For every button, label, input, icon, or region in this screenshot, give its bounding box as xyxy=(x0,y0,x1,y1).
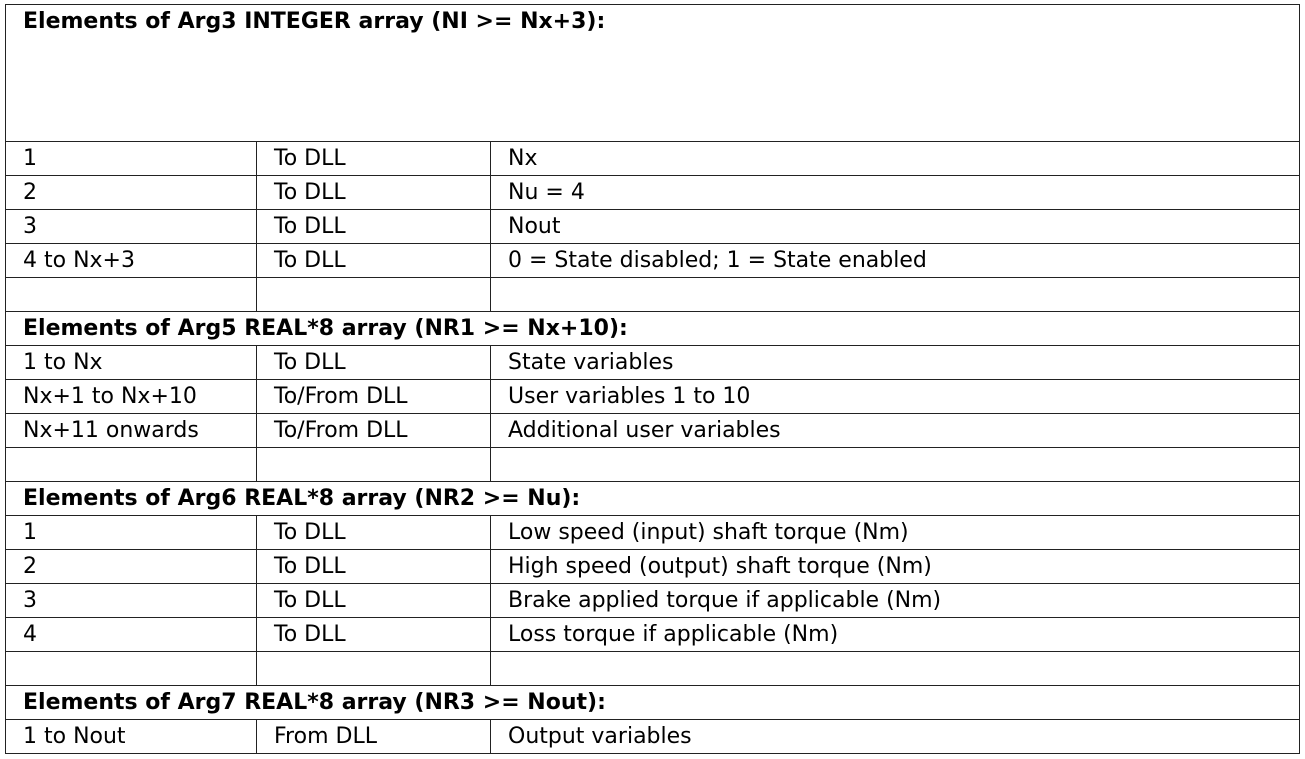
element-index-cell xyxy=(5,447,257,482)
description-cell xyxy=(490,277,1300,312)
description-cell: Brake applied torque if applicable (Nm) xyxy=(490,583,1300,618)
direction-cell: To DLL xyxy=(256,243,491,278)
direction-cell xyxy=(256,277,491,312)
description-cell: 0 = State disabled; 1 = State enabled xyxy=(490,243,1300,278)
element-index-cell: 1 to Nout xyxy=(5,719,257,754)
table-row: Nx+11 onwards To/From DLL Additional user … xyxy=(5,413,1300,448)
section-title: Elements of Arg5 REAL*8 array (NR1 >= Nx… xyxy=(5,311,1300,346)
section-header-row: Elements of Arg7 REAL*8 array (NR3 >= No… xyxy=(5,685,1300,720)
direction-cell: To/From DLL xyxy=(256,413,491,448)
table-row xyxy=(5,651,1300,686)
table-row: 4 to Nx+3 To DLL 0 = State disabled; 1 = S… xyxy=(5,243,1300,278)
description-cell: Nx xyxy=(490,141,1300,176)
direction-cell xyxy=(256,651,491,686)
element-index-cell: 4 to Nx+3 xyxy=(5,243,257,278)
element-index-cell: 2 xyxy=(5,175,257,210)
direction-cell: To DLL xyxy=(256,617,491,652)
direction-cell: To/From DLL xyxy=(256,379,491,414)
table-row: 1 To DLL Low speed (input) shaft torque (N… xyxy=(5,515,1300,550)
table-row xyxy=(5,277,1300,312)
description-cell: State variables xyxy=(490,345,1300,380)
table-row: 1 To DLL Nx xyxy=(5,141,1300,176)
element-index-cell: 1 xyxy=(5,515,257,550)
section-header-row: Elements of Arg5 REAL*8 array (NR1 >= Nx… xyxy=(5,311,1300,346)
table-row xyxy=(5,447,1300,482)
section-title: Elements of Arg6 REAL*8 array (NR2 >= Nu… xyxy=(5,481,1300,516)
direction-cell: To DLL xyxy=(256,209,491,244)
description-cell: Additional user variables xyxy=(490,413,1300,448)
table-row: 1 to Nx To DLL State variables xyxy=(5,345,1300,380)
description-cell xyxy=(490,447,1300,482)
direction-cell xyxy=(256,447,491,482)
description-cell: Nout xyxy=(490,209,1300,244)
section-title: Elements of Arg7 REAL*8 array (NR3 >= No… xyxy=(5,685,1300,720)
element-index-cell: 4 xyxy=(5,617,257,652)
direction-cell: To DLL xyxy=(256,583,491,618)
description-cell xyxy=(490,651,1300,686)
element-index-cell xyxy=(5,651,257,686)
direction-cell: To DLL xyxy=(256,175,491,210)
section-header-row: Elements of Arg3 INTEGER array (NI >= Nx… xyxy=(5,4,1300,142)
element-index-cell: 3 xyxy=(5,209,257,244)
description-cell: User variables 1 to 10 xyxy=(490,379,1300,414)
description-cell: Loss torque if applicable (Nm) xyxy=(490,617,1300,652)
direction-cell: From DLL xyxy=(256,719,491,754)
element-index-cell: Nx+1 to Nx+10 xyxy=(5,379,257,414)
element-index-cell xyxy=(5,277,257,312)
section-header-row: Elements of Arg6 REAL*8 array (NR2 >= Nu… xyxy=(5,481,1300,516)
description-cell: Low speed (input) shaft torque (Nm) xyxy=(490,515,1300,550)
description-cell: Output variables xyxy=(490,719,1300,754)
element-index-cell: Nx+11 onwards xyxy=(5,413,257,448)
table-row: 4 To DLL Loss torque if applicable (Nm) xyxy=(5,617,1300,652)
table-row: 2 To DLL Nu = 4 xyxy=(5,175,1300,210)
direction-cell: To DLL xyxy=(256,549,491,584)
element-index-cell: 3 xyxy=(5,583,257,618)
direction-cell: To DLL xyxy=(256,141,491,176)
table-row: Nx+1 to Nx+10 To/From DLL User variables 1… xyxy=(5,379,1300,414)
direction-cell: To DLL xyxy=(256,515,491,550)
table-row: 1 to Nout From DLL Output variables xyxy=(5,719,1300,754)
description-cell: Nu = 4 xyxy=(490,175,1300,210)
description-cell: High speed (output) shaft torque (Nm) xyxy=(490,549,1300,584)
table-row: 3 To DLL Nout xyxy=(5,209,1300,244)
section-title: Elements of Arg3 INTEGER array (NI >= Nx… xyxy=(5,4,1300,142)
table-row: 2 To DLL High speed (output) shaft torque … xyxy=(5,549,1300,584)
element-index-cell: 2 xyxy=(5,549,257,584)
table-row: 3 To DLL Brake applied torque if applicabl… xyxy=(5,583,1300,618)
direction-cell: To DLL xyxy=(256,345,491,380)
dll-arguments-table: Elements of Arg3 INTEGER array (NI >= Nx… xyxy=(5,4,1300,754)
element-index-cell: 1 xyxy=(5,141,257,176)
element-index-cell: 1 to Nx xyxy=(5,345,257,380)
